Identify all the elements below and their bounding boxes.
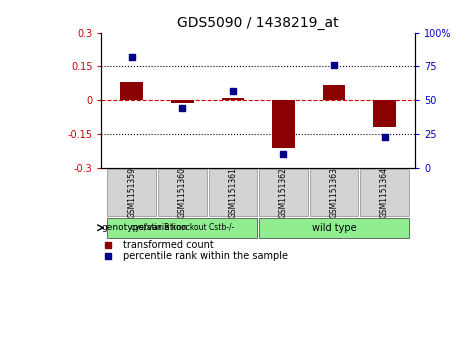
- Title: GDS5090 / 1438219_at: GDS5090 / 1438219_at: [177, 16, 339, 30]
- Text: transformed count: transformed count: [124, 240, 214, 250]
- Text: GSM1151364: GSM1151364: [380, 167, 389, 218]
- Bar: [373, 100, 396, 127]
- Text: wild type: wild type: [312, 223, 356, 233]
- Point: [229, 88, 236, 94]
- Text: genotype/variation: genotype/variation: [102, 223, 188, 232]
- FancyBboxPatch shape: [209, 169, 257, 216]
- Point: [331, 62, 338, 68]
- FancyBboxPatch shape: [361, 169, 409, 216]
- Point: [128, 54, 136, 60]
- FancyBboxPatch shape: [310, 169, 358, 216]
- Point: [280, 151, 287, 157]
- Text: GSM1151362: GSM1151362: [279, 167, 288, 218]
- FancyBboxPatch shape: [259, 218, 409, 238]
- Bar: [323, 85, 345, 100]
- FancyBboxPatch shape: [107, 169, 156, 216]
- Point: [178, 106, 186, 111]
- FancyBboxPatch shape: [259, 169, 307, 216]
- Text: GSM1151360: GSM1151360: [178, 167, 187, 218]
- Point: [381, 134, 388, 140]
- Text: GSM1151363: GSM1151363: [330, 167, 338, 218]
- FancyBboxPatch shape: [107, 218, 257, 238]
- Text: percentile rank within the sample: percentile rank within the sample: [124, 251, 289, 261]
- Bar: [272, 100, 295, 148]
- Bar: [120, 82, 143, 100]
- Text: GSM1151359: GSM1151359: [127, 167, 136, 218]
- Bar: [171, 100, 194, 102]
- Bar: [221, 98, 244, 100]
- FancyBboxPatch shape: [158, 169, 207, 216]
- Text: cystatin B knockout Cstb-/-: cystatin B knockout Cstb-/-: [130, 223, 234, 232]
- Text: GSM1151361: GSM1151361: [228, 167, 237, 218]
